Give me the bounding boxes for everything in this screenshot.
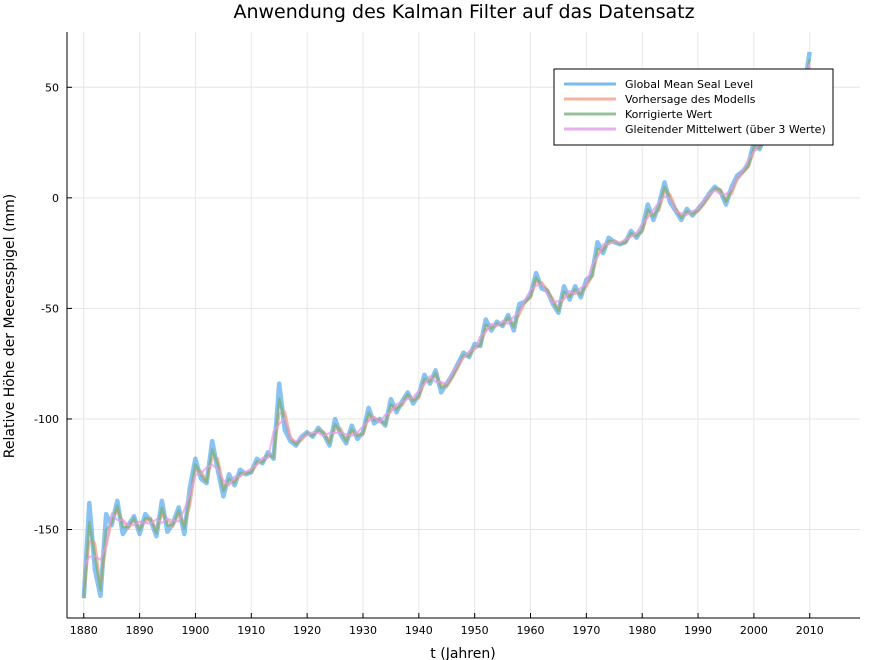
x-tick-label: 1890 [126,624,154,637]
x-tick-label: 2000 [740,624,768,637]
x-tick-label: 1980 [628,624,656,637]
x-tick-label: 1990 [684,624,712,637]
x-tick-label: 1900 [181,624,209,637]
axes: 1880 1890 1900 1910 1920 1930 1940 1950 1960 1970… [34,32,860,637]
legend-label-pred: Vorhersage des Modells [625,93,756,106]
y-tick-label: -100 [34,413,59,426]
x-tick-label: 1970 [572,624,600,637]
y-axis-label: Relative Höhe der Meeresspigel (mm) [2,194,18,458]
series-line-corr [82,58,811,599]
series-line-ma [82,63,811,567]
x-tick-label: 1920 [293,624,321,637]
x-tick-label: 1930 [349,624,377,637]
x-tick-label: 1950 [461,624,489,637]
x-tick-label: 1960 [517,624,545,637]
x-tick-label: 1910 [237,624,265,637]
legend: Global Mean Seal Level Vorhersage des Mod… [553,68,834,146]
x-axis-label: t (Jahren) [430,646,495,660]
y-tick-label: -50 [41,302,59,315]
legend-label-gmsl: Global Mean Seal Level [625,78,753,91]
y-tick-label: 0 [52,192,59,205]
y-tick-label: -150 [34,524,59,537]
y-tick-label: 50 [45,81,59,94]
legend-label-corr: Korrigierte Wert [625,108,713,121]
x-tick-label: 1880 [70,624,98,637]
legend-label-ma: Gleitender Mittelwert (über 3 Werte) [625,123,826,136]
chart-title: Anwendung des Kalman Filter auf das Date… [233,1,694,23]
series-lines [81,51,812,599]
legend-box [553,68,834,146]
series-line-pred [82,65,811,599]
x-tick-label: 1940 [405,624,433,637]
x-tick-label: 2010 [796,624,824,637]
